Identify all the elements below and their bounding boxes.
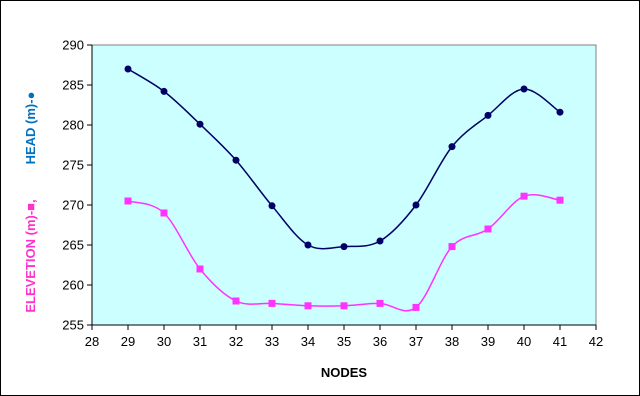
x-tick-label: 40: [517, 334, 531, 349]
y-tick-label: 270: [62, 198, 84, 213]
series-layer: [124, 65, 564, 312]
y-axis-title-elevation: ELEVETION (m)-■,: [23, 199, 38, 312]
head-point: [376, 237, 384, 245]
head-point: [520, 85, 528, 93]
y-tick-label: 255: [62, 318, 84, 333]
head-point: [196, 120, 204, 128]
y-axis-title-head: HEAD (m)-●: [23, 92, 38, 165]
elevation-point: [556, 196, 564, 204]
elevation-point: [268, 299, 276, 307]
x-tick-label: 35: [337, 334, 351, 349]
elevation-point: [520, 192, 528, 200]
x-tick-label: 28: [85, 334, 99, 349]
head-point: [124, 65, 132, 73]
x-tick-label: 33: [265, 334, 279, 349]
elevation-point: [196, 265, 204, 273]
x-tick-label: 34: [301, 334, 315, 349]
head-point: [412, 201, 420, 209]
y-tick-label: 275: [62, 158, 84, 173]
elevation-point: [484, 225, 492, 233]
head-point: [304, 241, 312, 249]
elevation-point: [376, 299, 384, 307]
x-tick-label: 29: [121, 334, 135, 349]
x-axis-ticks: 28 29 30 31 32 33 34 35 36 37 38 39 40 41 42: [85, 324, 603, 349]
elevation-point: [232, 297, 240, 305]
y-tick-label: 290: [62, 38, 84, 53]
elevation-point: [340, 302, 348, 310]
x-tick-label: 36: [373, 334, 387, 349]
x-axis-title: NODES: [321, 365, 368, 380]
y-tick-label: 260: [62, 278, 84, 293]
x-tick-label: 31: [193, 334, 207, 349]
x-tick-label: 41: [553, 334, 567, 349]
elevation-point: [304, 302, 312, 310]
elevation-point: [412, 303, 420, 311]
y-tick-label: 280: [62, 118, 84, 133]
elevation-point: [448, 243, 456, 251]
y-tick-label: 265: [62, 238, 84, 253]
head-point: [340, 243, 348, 251]
elevation-point: [160, 209, 168, 217]
x-tick-label: 37: [409, 334, 423, 349]
elevation-point: [124, 197, 132, 205]
plot-area: [91, 44, 597, 326]
head-point: [232, 156, 240, 164]
head-point: [484, 111, 492, 119]
x-tick-label: 38: [445, 334, 459, 349]
head-point: [160, 87, 168, 95]
x-tick-label: 39: [481, 334, 495, 349]
y-axis-ticks: 255 260 265 270 275 280 285 290: [62, 38, 93, 333]
y-tick-label: 285: [62, 78, 84, 93]
x-tick-label: 30: [157, 334, 171, 349]
head-point: [268, 202, 276, 210]
x-tick-label: 32: [229, 334, 243, 349]
x-tick-label: 42: [589, 334, 603, 349]
head-point: [556, 108, 564, 116]
head-point: [448, 143, 456, 151]
